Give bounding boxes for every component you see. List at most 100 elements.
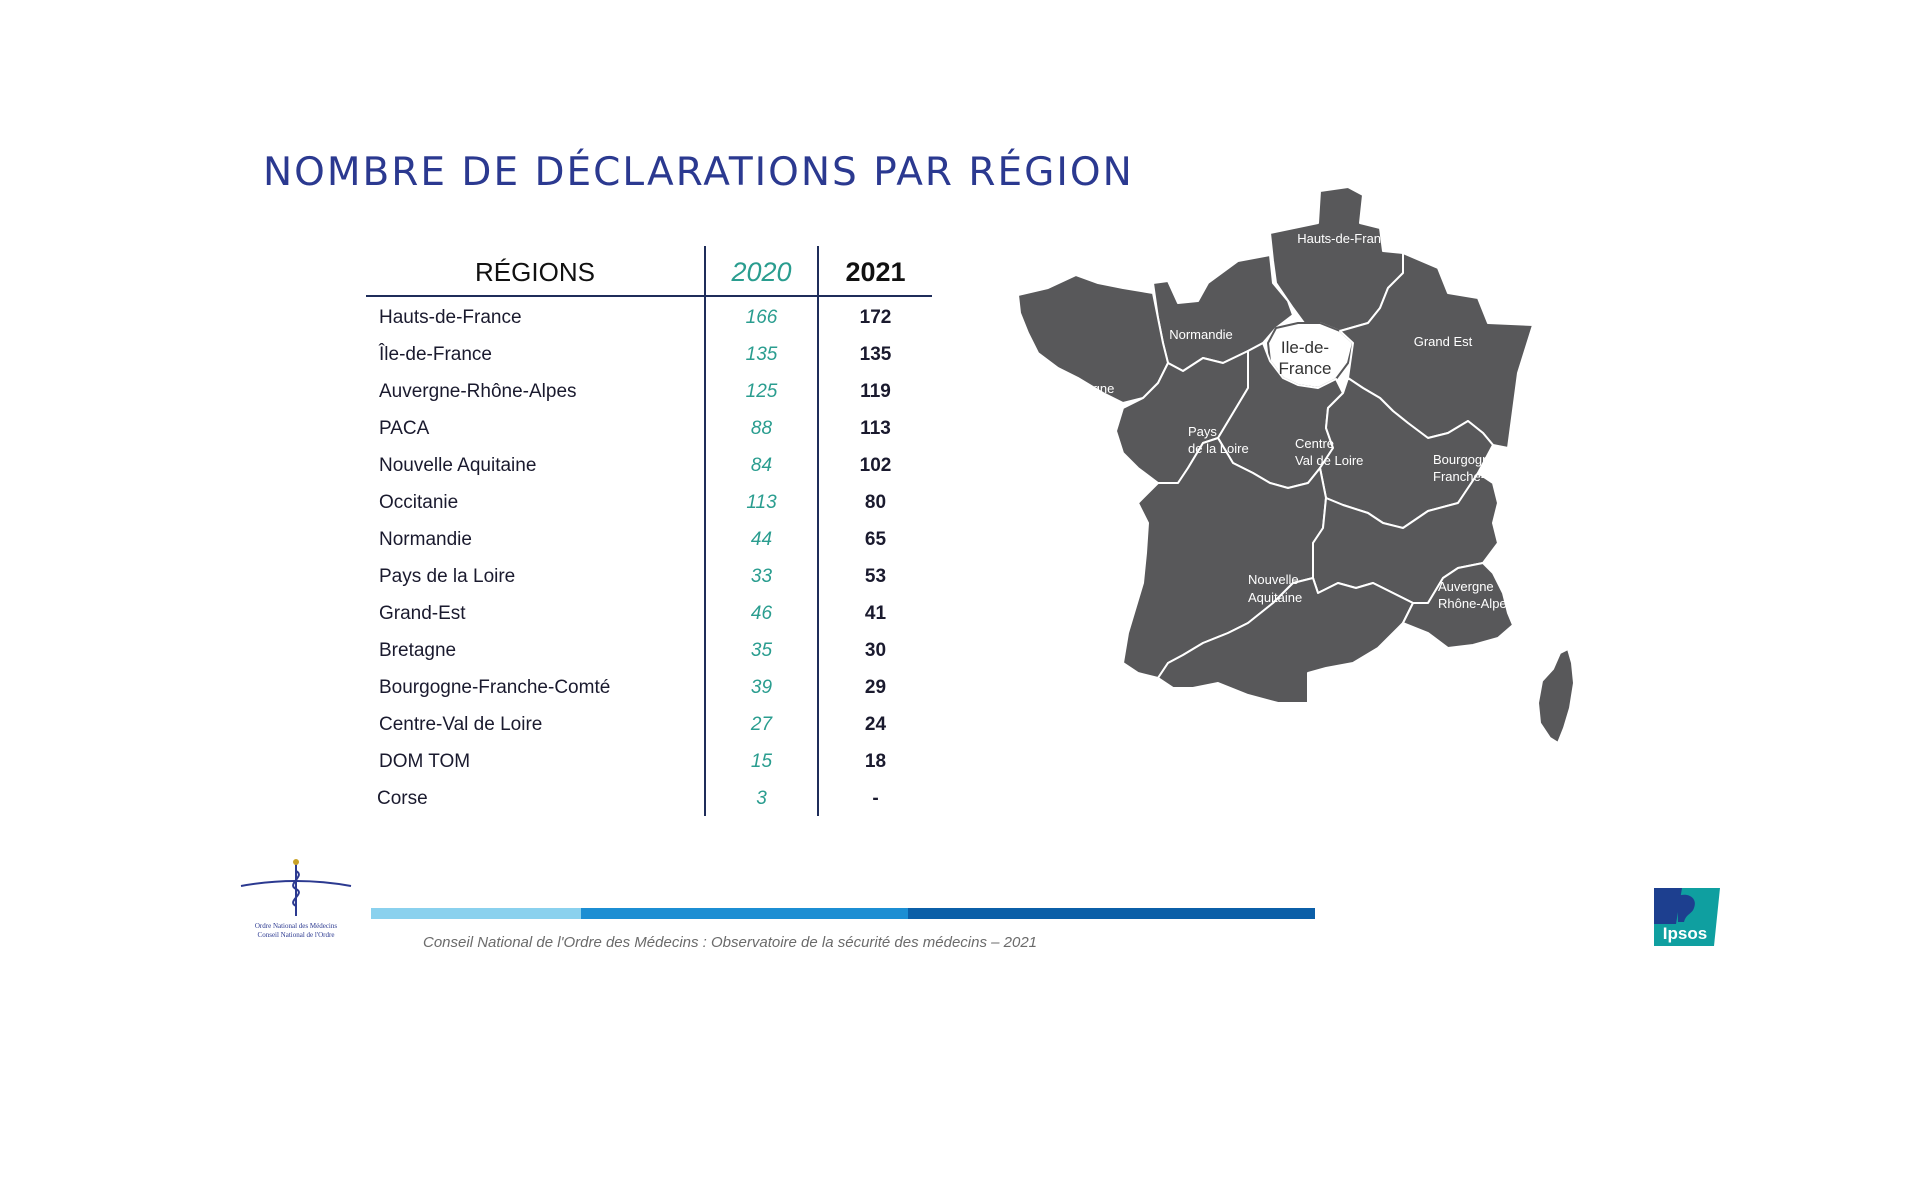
column-divider [817, 246, 819, 816]
label-corse: Corse [1540, 794, 1583, 811]
label-auvergne-line1: Auvergne [1438, 579, 1494, 594]
row-region: Bretagne [379, 640, 457, 661]
label-normandie: Normandie [1169, 327, 1233, 342]
label-bretagne: Bretagne [1062, 381, 1115, 396]
row-value-2021: 113 [860, 418, 891, 439]
row-value-2021: 24 [864, 714, 887, 735]
row-value-2021: 53 [864, 566, 887, 587]
table-row: Auvergne-Rhône-Alpes 125 119 [366, 373, 932, 410]
column-header-2020: 2020 [731, 257, 792, 287]
row-value-2021: 172 [859, 307, 892, 328]
row-region: Auvergne-Rhône-Alpes [379, 381, 577, 402]
table-row: Bourgogne-Franche-Comté 39 29 [366, 669, 932, 706]
table-row: Hauts-de-France 166 172 [366, 299, 932, 336]
footer-bar-segment [581, 908, 908, 919]
label-ile-de-france-line1: Ile-de- [1281, 338, 1329, 357]
row-value-2021: 29 [864, 677, 887, 698]
row-value-2020: 15 [750, 751, 773, 772]
row-value-2020: 166 [745, 307, 778, 328]
table-row: Bretagne 35 30 [366, 632, 932, 669]
label-pays-de-la-loire-line1: Pays [1188, 424, 1217, 439]
row-value-2021: 119 [860, 381, 891, 402]
column-header-2021: 2021 [845, 257, 906, 287]
row-value-2021: 41 [864, 603, 887, 624]
row-value-2021: 18 [864, 751, 887, 772]
row-value-2020: 84 [750, 455, 773, 476]
row-value-2020: 39 [750, 677, 773, 698]
row-value-2020: 35 [750, 640, 773, 661]
row-region: PACA [379, 418, 430, 439]
table-row: Normandie 44 65 [366, 521, 932, 558]
header-divider [366, 295, 932, 297]
table-row: DOM TOM 15 18 [366, 743, 932, 780]
row-region: Bourgogne-Franche-Comté [379, 677, 611, 698]
row-region: Centre-Val de Loire [379, 714, 543, 735]
row-region: Occitanie [379, 492, 459, 513]
table-row: Grand-Est 46 41 [366, 595, 932, 632]
row-value-2020: 88 [750, 418, 773, 439]
row-value-2020: 27 [750, 714, 773, 735]
row-value-2020: 135 [745, 344, 778, 365]
row-region: Normandie [379, 529, 472, 550]
cnom-logo-line2: Conseil National de l'Ordre [258, 931, 335, 939]
ipsos-label: Ipsos [1663, 924, 1707, 943]
column-divider [704, 246, 706, 816]
table-row: Île-de-France 135 135 [366, 336, 932, 373]
table-row: Nouvelle Aquitaine 84 102 [366, 447, 932, 484]
label-occitanie: Occitanie [1318, 705, 1372, 720]
row-value-2020: 125 [745, 381, 778, 402]
label-nouvelle-aquitaine-line2: Aquitaine [1248, 590, 1302, 605]
france-map-svg: Hauts-de-France Normandie Ile-de- France… [1017, 186, 1583, 811]
regions-table: RÉGIONS 2020 2021 Hauts-de-France 166 17… [366, 246, 932, 816]
row-value-2020: 33 [750, 566, 773, 587]
region-paca [1402, 562, 1514, 649]
row-value-2020: 44 [750, 529, 773, 550]
row-value-2021: 80 [864, 492, 887, 513]
footer-bar-segment [908, 908, 1315, 919]
table-row: Corse 3 - [366, 780, 932, 817]
label-hauts-de-france: Hauts-de-France [1297, 231, 1395, 246]
label-auvergne-line2: Rhône-Alpes [1438, 596, 1514, 611]
label-pays-de-la-loire-line2: de la Loire [1188, 441, 1249, 456]
label-ile-de-france-line2: France [1279, 359, 1332, 378]
label-nouvelle-aquitaine-line1: Nouvelle [1248, 572, 1299, 587]
region-corse [1537, 648, 1575, 744]
caduceus-icon: Ordre National des Médecins Conseil Nati… [240, 859, 352, 939]
table-row: Centre-Val de Loire 27 24 [366, 706, 932, 743]
row-region: Nouvelle Aquitaine [379, 455, 537, 476]
row-value-2021: 102 [859, 455, 892, 476]
table-row: Pays de la Loire 33 53 [366, 558, 932, 595]
ipsos-logo-icon: Ipsos [1654, 888, 1720, 946]
label-paca: PACA [1473, 692, 1508, 707]
row-value-2021: - [872, 788, 879, 809]
footer-source: Conseil National de l'Ordre des Médecins… [423, 934, 1038, 951]
row-region: Grand-Est [379, 603, 466, 624]
row-region: Île-de-France [379, 344, 492, 365]
label-bourgogne-line1: Bourgogne [1433, 452, 1497, 467]
row-value-2020: 46 [750, 603, 773, 624]
row-region: DOM TOM [379, 751, 471, 772]
cnom-logo-line1: Ordre National des Médecins [255, 922, 337, 930]
cnom-logo: Ordre National des Médecins Conseil Nati… [236, 856, 356, 942]
row-value-2021: 65 [864, 529, 887, 550]
column-header-region: RÉGIONS [475, 257, 595, 287]
row-value-2021: 135 [859, 344, 892, 365]
label-grand-est: Grand Est [1414, 334, 1473, 349]
row-value-2021: 30 [864, 640, 887, 661]
france-regions-map: Hauts-de-France Normandie Ile-de- France… [1008, 183, 1708, 863]
label-centre-line1: Centre [1295, 436, 1334, 451]
footer-bar-segment [371, 908, 581, 919]
row-region: Hauts-de-France [379, 307, 522, 328]
table-row: Occitanie 113 80 [366, 484, 932, 521]
map-labels: Hauts-de-France Normandie Ile-de- France… [1062, 231, 1583, 811]
row-value-2020: 3 [756, 788, 767, 809]
row-region: Corse [377, 788, 428, 809]
page-title: NOMBRE DE DÉCLARATIONS PAR RÉGION [263, 150, 1134, 195]
table-row: PACA 88 113 [366, 410, 932, 447]
row-value-2020: 113 [746, 492, 777, 513]
ipsos-logo: Ipsos [1654, 888, 1720, 946]
label-centre-line2: Val de Loire [1295, 453, 1363, 468]
label-bourgogne-line2: Franche-Comté [1433, 469, 1523, 484]
row-region: Pays de la Loire [379, 566, 516, 587]
region-occitanie [1157, 577, 1414, 704]
